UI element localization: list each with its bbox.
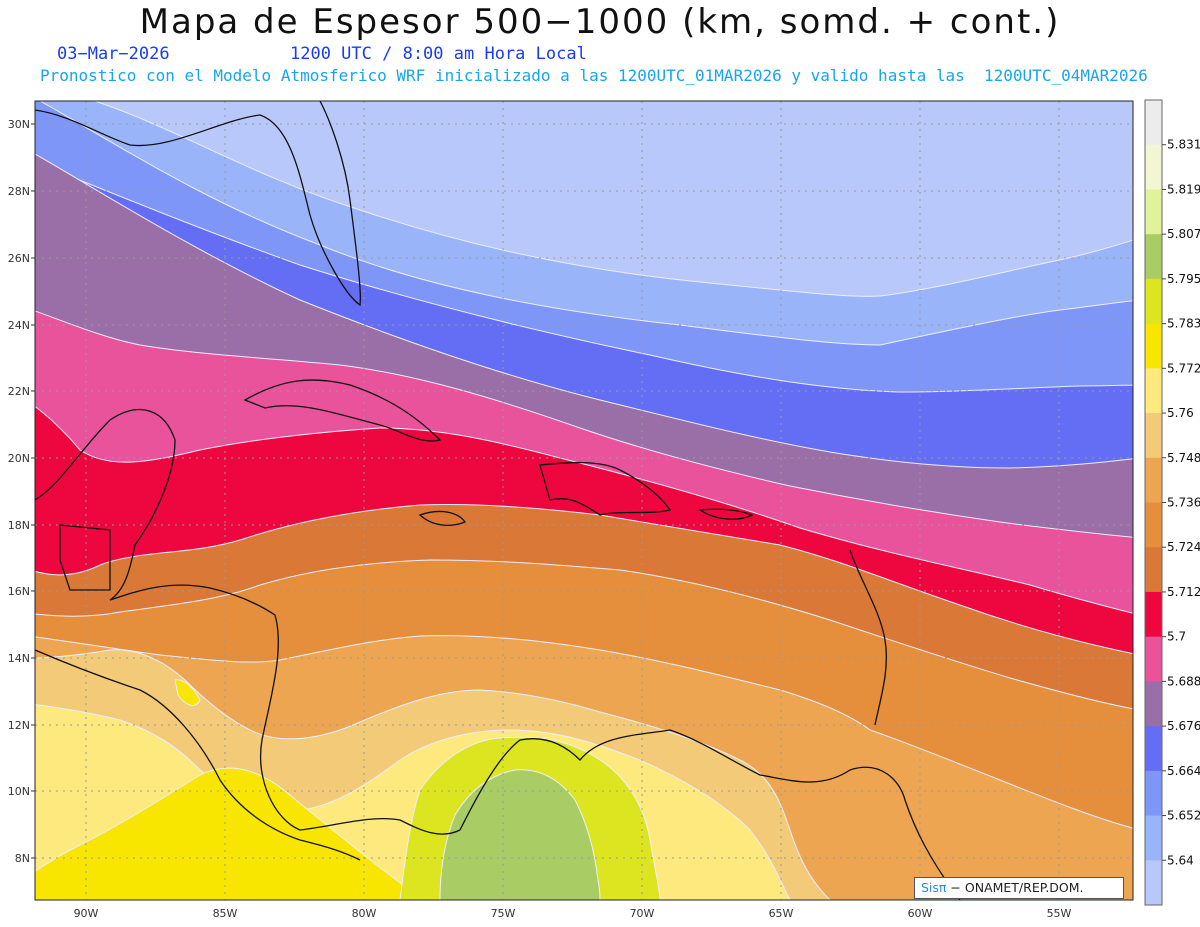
colorbar-swatch [1145,502,1162,548]
lat-label: 10N [8,785,30,798]
colorbar-label: 5.712 [1167,585,1200,599]
map-plot-area [35,101,1133,900]
credit-box: Sisπ − ONAMET/REP.DOM. [914,877,1124,899]
colorbar-swatch [1145,591,1162,638]
lon-label: 55W [1047,907,1072,920]
map-frame [34,100,1134,901]
band-5783 [35,767,421,900]
colorbar-swatch [1145,681,1162,727]
latitude-labels: 30N 28N 26N 24N 22N 20N 18N 16N 14N 12N … [8,118,30,865]
lat-label: 24N [8,319,30,332]
lat-label: 18N [8,519,30,532]
colorbar-swatch [1145,100,1162,146]
colorbar-swatch [1145,368,1162,414]
colorbar-swatch [1145,189,1162,235]
colorbar-swatch [1145,815,1162,861]
band-5783-patch [174,679,201,706]
band-5807 [439,769,601,900]
lon-label: 80W [352,907,377,920]
lat-label: 20N [8,452,30,465]
colorbar-label: 5.724 [1167,540,1200,554]
lon-label: 90W [74,907,99,920]
lat-label: 22N [8,385,30,398]
colorbar-label: 5.64 [1167,853,1194,867]
colorbar-swatch [1145,457,1162,503]
colorbar-label: 5.688 [1167,674,1200,688]
colorbar-label: 5.652 [1167,809,1200,823]
graticule [35,101,1133,900]
colorbar-swatch [1145,770,1162,817]
credit-text: − ONAMET/REP.DOM. [946,880,1084,895]
lon-label: 75W [491,907,516,920]
colorbar: 5.831 5.819 5.807 5.795 5.783 5.772 5.76 5.748 5… [1144,99,1200,906]
colorbar-swatch [1145,278,1162,325]
forecast-time: 1200 UTC / 8:00 am Hora Local [290,44,587,64]
colorbar-swatch [1145,547,1162,593]
lon-label: 65W [769,907,794,920]
lon-label: 85W [213,907,238,920]
colorbar-label: 5.664 [1167,764,1200,778]
colorbar-swatch [1145,860,1162,906]
colorbar-label: 5.819 [1167,182,1200,196]
lon-label: 60W [908,907,933,920]
colorbar-label: 5.795 [1167,272,1200,286]
colorbar-label: 5.676 [1167,719,1200,733]
colorbar-label: 5.831 [1167,138,1200,152]
colorbar-swatch [1145,234,1162,280]
lat-label: 28N [8,185,30,198]
sispi-logo: Sisπ [921,880,947,895]
colorbar-swatch [1145,726,1162,772]
colorbar-label: 5.7 [1167,630,1186,644]
lat-label: 12N [8,719,30,732]
forecast-date: 03−Mar−2026 [57,44,170,64]
lat-label: 14N [8,652,30,665]
longitude-labels: 90W 85W 80W 75W 70W 65W 60W 55W [74,907,1072,920]
lon-label: 70W [630,907,655,920]
colorbar-swatch [1145,323,1162,369]
colorbar-label: 5.76 [1167,406,1194,420]
colorbar-swatch [1145,413,1162,459]
colorbar-swatch [1145,636,1162,682]
coastlines [35,101,961,900]
lat-label: 8N [15,852,30,865]
lat-label: 30N [8,118,30,131]
colorbar-label: 5.772 [1167,361,1200,375]
colorbar-label: 5.748 [1167,451,1200,465]
lat-label: 16N [8,585,30,598]
colorbar-label: 5.736 [1167,496,1200,510]
colorbar-label: 5.783 [1167,317,1200,331]
forecast-subtitle: Pronostico con el Modelo Atmosferico WRF… [40,66,1148,85]
map-title: Mapa de Espesor 500−1000 (km, somd. + co… [139,2,1061,42]
colorbar-label: 5.807 [1167,227,1200,241]
colorbar-swatch [1145,144,1162,190]
lat-label: 26N [8,252,30,265]
